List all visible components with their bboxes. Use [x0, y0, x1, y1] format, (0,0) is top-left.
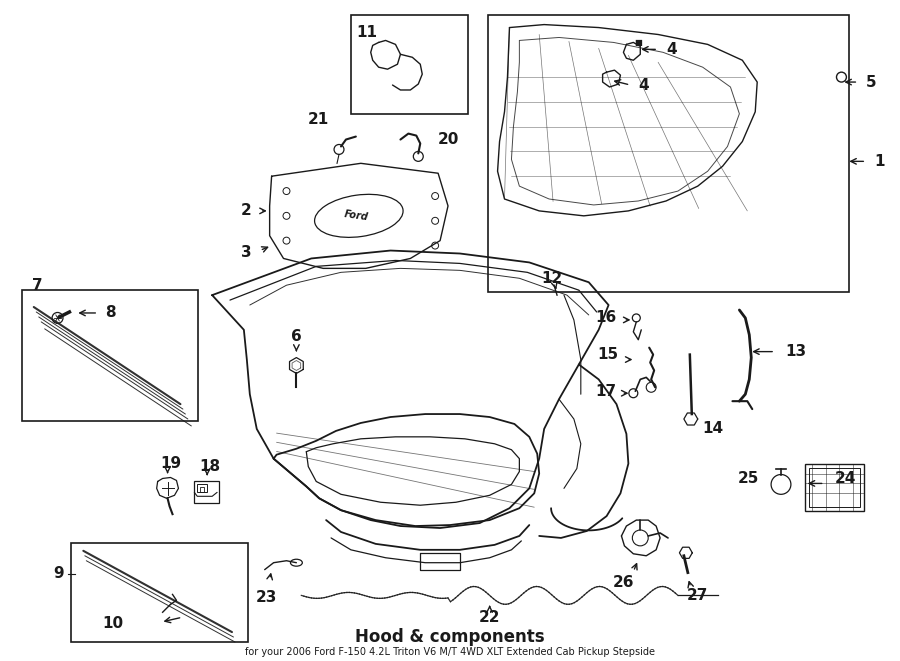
Text: 16: 16 [595, 311, 616, 325]
Text: 5: 5 [866, 75, 877, 89]
Text: 11: 11 [356, 24, 377, 40]
Text: for your 2006 Ford F-150 4.2L Triton V6 M/T 4WD XLT Extended Cab Pickup Stepside: for your 2006 Ford F-150 4.2L Triton V6 … [245, 647, 655, 657]
Text: 9: 9 [53, 566, 64, 581]
Text: 14: 14 [703, 422, 724, 436]
Bar [71, 543, 248, 642]
Bar [809, 467, 860, 507]
Text: Hood & components: Hood & components [356, 628, 544, 646]
Text: 7: 7 [32, 278, 42, 293]
Text: 4: 4 [638, 77, 649, 93]
Bar [201, 487, 204, 492]
Text: 12: 12 [542, 271, 562, 286]
Text: 4: 4 [666, 42, 677, 57]
Bar [194, 481, 219, 503]
Text: 1: 1 [874, 154, 885, 169]
Text: 20: 20 [438, 132, 460, 147]
Text: 17: 17 [596, 384, 617, 399]
Text: 19: 19 [160, 456, 181, 471]
Text: 18: 18 [200, 459, 220, 474]
Text: 21: 21 [308, 112, 329, 127]
Text: 10: 10 [102, 615, 123, 631]
Bar [488, 15, 850, 292]
Text: 6: 6 [291, 329, 302, 344]
Text: 15: 15 [598, 347, 618, 362]
Text: 8: 8 [105, 305, 116, 321]
Text: 25: 25 [738, 471, 760, 486]
Text: 24: 24 [834, 471, 856, 486]
Text: 13: 13 [785, 344, 806, 359]
Bar [805, 463, 864, 511]
Text: 27: 27 [687, 588, 708, 603]
Bar [22, 290, 198, 421]
Text: ■: ■ [634, 38, 643, 47]
Bar [197, 485, 207, 492]
Text: 22: 22 [479, 609, 500, 625]
Text: 2: 2 [241, 204, 252, 218]
Bar [351, 15, 468, 114]
Text: 3: 3 [241, 245, 252, 260]
Text: 26: 26 [613, 575, 634, 590]
Text: Ford: Ford [343, 209, 369, 223]
Text: 23: 23 [256, 590, 277, 605]
